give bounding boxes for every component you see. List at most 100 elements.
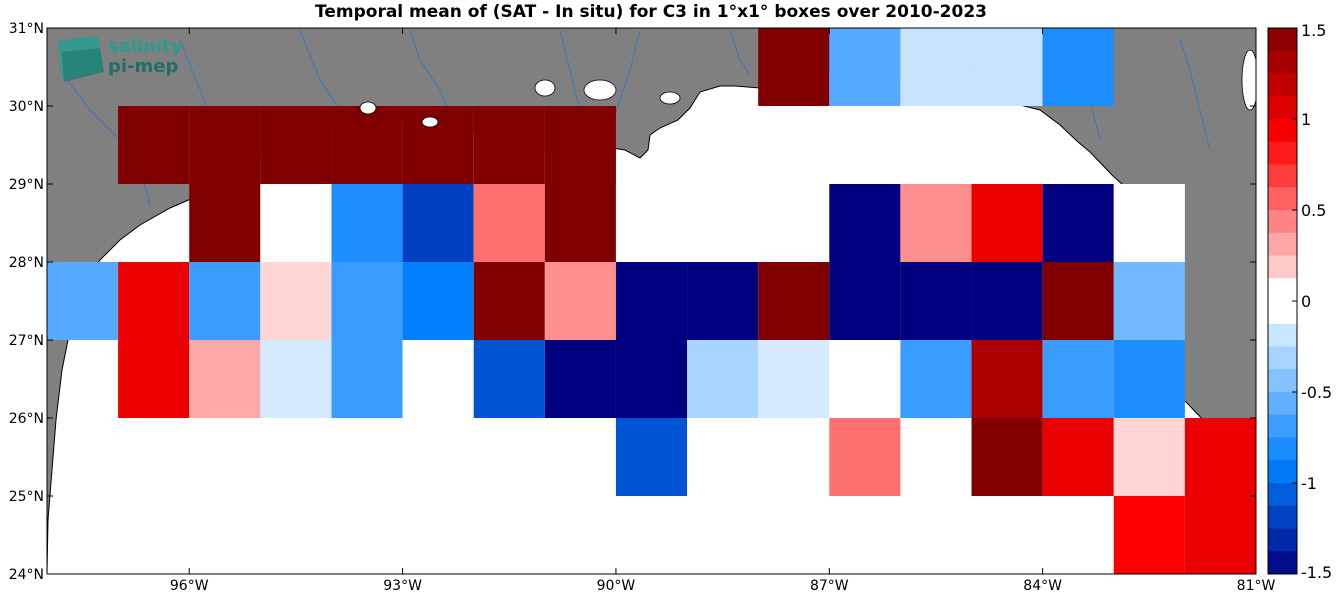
data-cell [331,106,403,184]
colorbar-level [1268,187,1297,211]
lat-tick-label: 26°N [9,411,44,427]
data-cell [900,28,972,106]
colorbar-tick-label: -0.5 [1301,383,1332,402]
data-cell [1113,418,1185,496]
colorbar-level [1268,141,1297,165]
colorbar-level [1268,505,1297,529]
data-cell [971,28,1043,106]
lat-tick-label: 25°N [9,489,44,505]
data-cell [402,106,474,184]
data-cell [1184,496,1256,574]
data-cell [687,340,759,418]
pi-mep-logo: salinity pi-mep [58,36,183,82]
data-cell [900,184,972,262]
colorbar-level [1268,28,1297,52]
colorbar-ticks: 1.5 1 0.5 0 -0.5 -1 -1.5 [1292,21,1332,582]
data-cell [1042,184,1114,262]
colorbar-level [1268,323,1297,347]
longitude-axis: 96°W 93°W 90°W 87°W 84°W 81°W [170,28,1276,594]
colorbar-tick-label: 1 [1301,110,1311,129]
data-cell [189,340,261,418]
data-cell [402,262,474,340]
map-title: Temporal mean of (SAT - In situ) for C3 … [315,2,987,22]
data-cell [687,262,759,340]
data-cell [331,184,403,262]
data-cell [260,340,332,418]
data-cell [1042,28,1114,106]
data-cell [615,418,688,496]
colorbar-level [1268,232,1297,256]
data-cell [687,184,759,262]
lat-tick-label: 27°N [9,333,44,349]
data-cell [829,418,901,496]
data-cell [829,184,901,262]
lat-tick-label: 29°N [9,177,44,193]
colorbar-tick-label: 1.5 [1301,21,1326,40]
data-cell [1113,184,1185,262]
data-cell [118,340,190,418]
data-cell [900,340,972,418]
lat-tick-label: 31°N [9,21,44,37]
colorbar-level [1268,73,1297,97]
colorbar-level [1268,528,1297,552]
colorbar-tick-label: 0.5 [1301,201,1326,220]
colorbar-level [1268,278,1297,302]
data-cell [260,106,332,184]
logo-text-pimep: pi-mep [108,56,178,77]
data-cell [544,262,616,340]
data-cell [473,262,545,340]
data-cell [331,340,403,418]
lon-tick-label: 87°W [810,578,849,594]
data-cell [615,184,688,262]
lon-tick-label: 90°W [597,578,636,594]
logo-text-salinity: salinity [108,36,183,57]
data-cell [758,340,830,418]
data-cell [118,262,190,340]
data-cell [1113,340,1185,418]
data-cell [971,340,1043,418]
colorbar-level [1268,437,1297,461]
data-cell [189,184,261,262]
colorbar-level [1268,119,1297,143]
data-cell [402,184,474,262]
data-cell [1113,496,1185,574]
plot-frame [46,27,1257,575]
data-cell [971,184,1043,262]
colorbar-level [1268,483,1297,507]
data-cell [1042,262,1114,340]
data-cell [473,106,545,184]
lon-tick-label: 81°W [1237,578,1276,594]
data-cell [473,184,545,262]
data-cell [971,262,1043,340]
lat-tick-label: 24°N [9,567,44,583]
data-cell [900,262,972,340]
data-cell [971,418,1043,496]
colorbar-tick-label: 0 [1301,292,1311,311]
data-cell [1042,340,1114,418]
data-cell [1184,418,1256,496]
data-cell [615,262,688,340]
colorbar-level [1268,164,1297,188]
lat-tick-label: 30°N [9,99,44,115]
data-cell [1042,418,1114,496]
data-cell [544,340,616,418]
data-cell [544,184,616,262]
data-cell [402,340,474,418]
data-cell [544,106,616,184]
data-cell [829,340,901,418]
colorbar-level [1268,301,1297,325]
data-cell [829,262,901,340]
colorbar-level [1268,210,1297,234]
data-cell [260,262,332,340]
data-cell [473,340,545,418]
data-cell [118,106,190,184]
colorbar-tick-label: -1.5 [1301,563,1332,582]
data-cell [47,262,119,340]
data-cell [331,262,403,340]
islands [359,49,1256,128]
colorbar-level [1268,460,1297,484]
colorbar-level [1268,414,1297,438]
data-cell [189,106,261,184]
data-cell [189,262,261,340]
